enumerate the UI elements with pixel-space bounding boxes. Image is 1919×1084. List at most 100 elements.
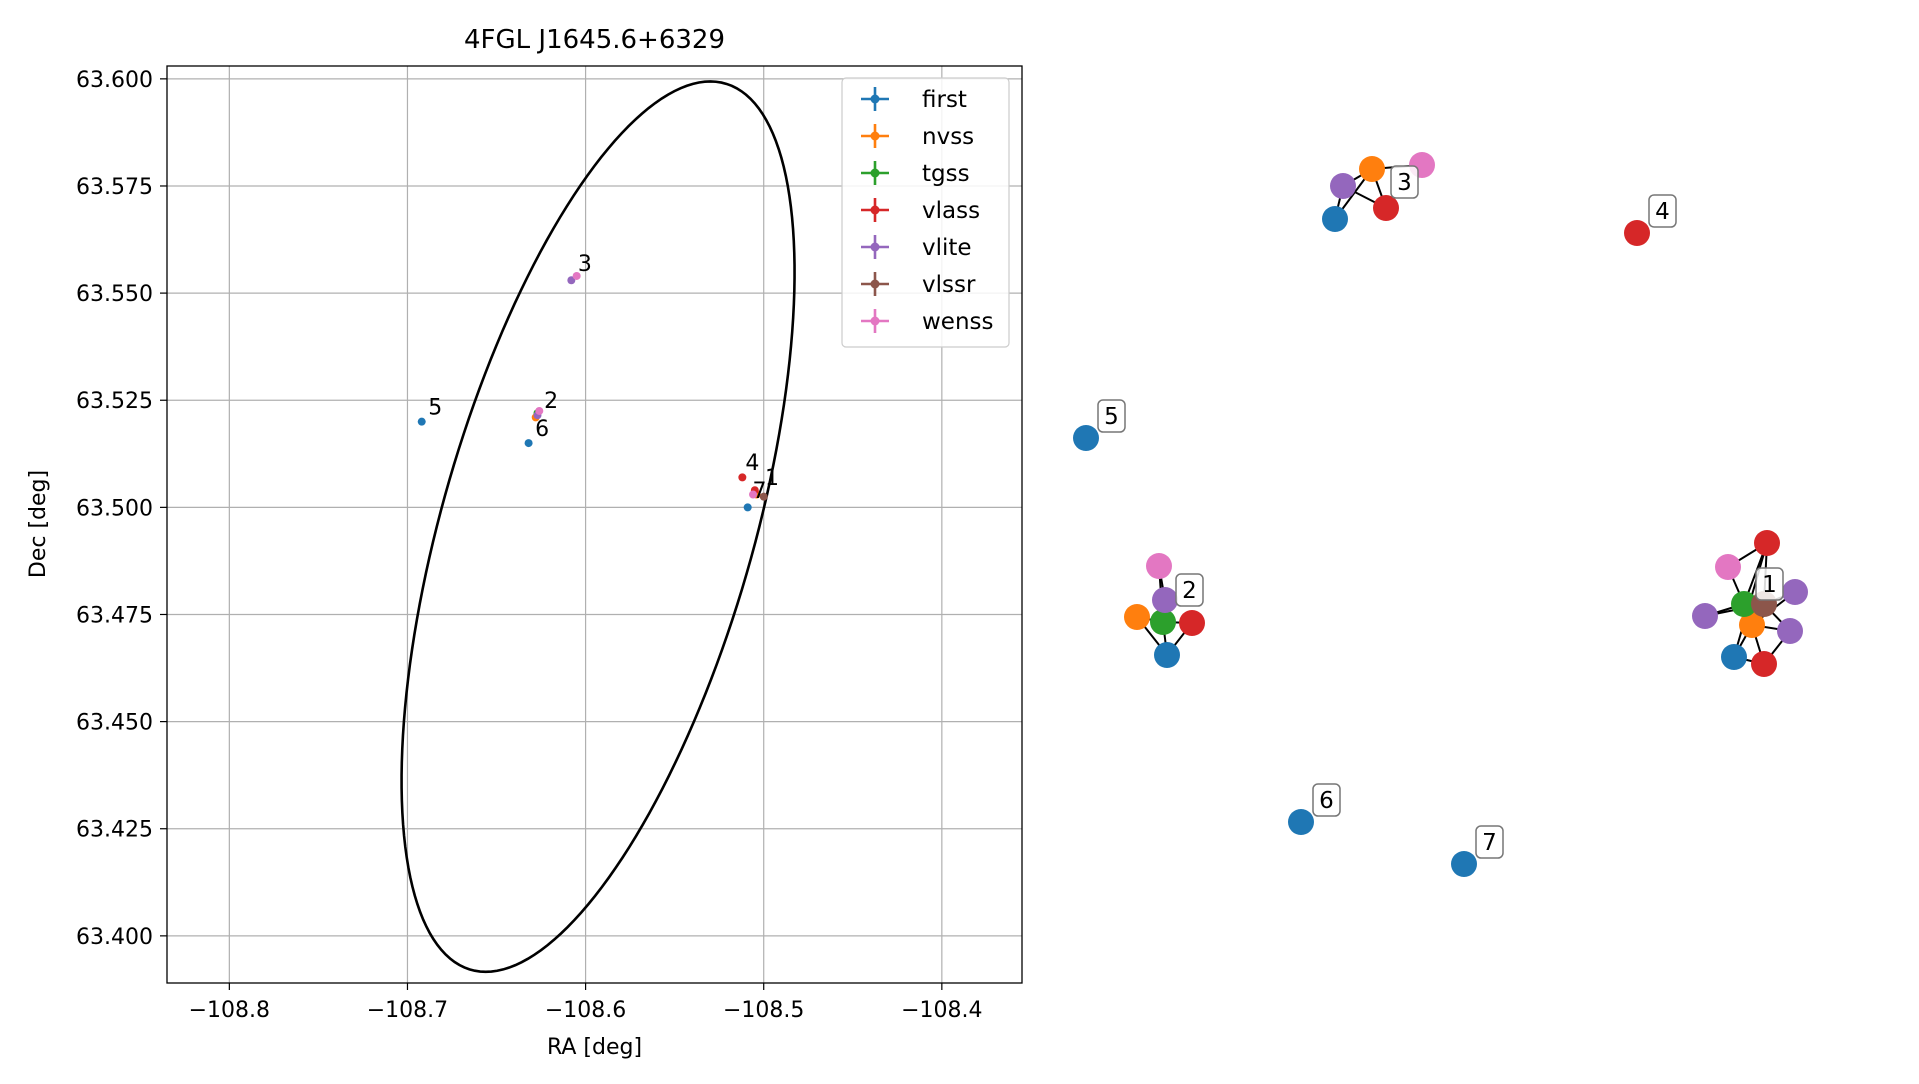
- network-cluster-6: 6: [1288, 783, 1341, 835]
- legend-label-tgss: tgss: [922, 161, 970, 187]
- point-annotation-4: 4: [745, 451, 759, 476]
- legend-marker-dot-tgss: [870, 168, 880, 178]
- y-axis-label: Dec [deg]: [26, 470, 51, 578]
- network-label-7: 7: [1482, 830, 1497, 856]
- annotation-layer: 1 2 3 4 5 6 7: [428, 252, 779, 504]
- network-cluster-5: 5: [1073, 399, 1126, 451]
- y-tick-label: 63.425: [76, 818, 153, 843]
- network-node-vlass: [1754, 530, 1780, 556]
- point-first: [743, 503, 752, 512]
- network-label-box: [1312, 783, 1341, 817]
- network-node-vlass: [1624, 220, 1650, 246]
- y-tick-label: 63.450: [76, 711, 153, 736]
- network-node-vlass: [1179, 610, 1205, 636]
- legend-label-vlite: vlite: [922, 235, 972, 261]
- error-ellipse-layer: [400, 80, 796, 974]
- network-graph: 1 2 3 4 5 6 7: [1073, 152, 1808, 877]
- network-label-box: [1475, 825, 1504, 859]
- legend-marker-dot-vlite: [870, 242, 880, 252]
- point-annotation-7: 7: [752, 479, 766, 504]
- network-label-2: 2: [1182, 578, 1197, 604]
- y-tick-label: 63.400: [76, 925, 153, 950]
- x-tick-label: −108.5: [723, 998, 804, 1023]
- network-node-vlass: [1751, 651, 1777, 677]
- legend-marker-dot-first: [870, 94, 880, 104]
- network-node-tgss: [1731, 591, 1757, 617]
- y-tick-label: 63.525: [76, 389, 153, 414]
- legend-marker-dot-nvss: [870, 131, 880, 141]
- network-label-box: [1648, 194, 1677, 228]
- point-wenss: [535, 406, 544, 415]
- legend: first nvss tgss vlass vlite vlssr wenss: [841, 77, 1010, 348]
- x-tick-label: −108.8: [189, 998, 270, 1023]
- point-wenss: [749, 490, 758, 499]
- network-label-box: [1097, 399, 1126, 433]
- x-axis-label: RA [deg]: [547, 1035, 642, 1060]
- point-vlssr: [759, 492, 768, 501]
- y-tick-label: 63.500: [76, 496, 153, 521]
- network-node-vlite: [1330, 173, 1356, 199]
- network-node-nvss: [1739, 612, 1765, 638]
- network-cluster-1: 1: [1692, 530, 1808, 677]
- point-annotation-6: 6: [535, 417, 549, 442]
- legend-label-first: first: [922, 87, 967, 113]
- error-ellipse: [400, 80, 796, 974]
- network-label-6: 6: [1319, 788, 1334, 814]
- network-node-nvss: [1359, 156, 1385, 182]
- network-node-tgss: [1150, 609, 1176, 635]
- point-first: [417, 417, 426, 426]
- y-tick-label: 63.575: [76, 175, 153, 200]
- network-node-wenss: [1146, 553, 1172, 579]
- y-tick-label: 63.600: [76, 68, 153, 93]
- network-node-first: [1073, 425, 1099, 451]
- network-label-3: 3: [1397, 170, 1412, 196]
- network-cluster-3: 3: [1322, 152, 1435, 232]
- network-label-4: 4: [1655, 199, 1670, 225]
- network-label-box: [1390, 165, 1419, 199]
- x-tick-label: −108.6: [545, 998, 626, 1023]
- network-node-vlass: [1373, 195, 1399, 221]
- network-node-vlite: [1692, 603, 1718, 629]
- legend-label-wenss: wenss: [922, 309, 994, 335]
- network-label-5: 5: [1104, 404, 1119, 430]
- point-wenss: [572, 271, 581, 280]
- x-tick-label: −108.7: [367, 998, 448, 1023]
- network-node-first: [1154, 642, 1180, 668]
- point-vlite: [567, 276, 576, 285]
- point-first: [524, 439, 533, 448]
- legend-marker-dot-vlssr: [870, 279, 880, 289]
- point-annotation-1: 1: [765, 466, 779, 491]
- legend-label-vlssr: vlssr: [922, 272, 976, 298]
- network-node-first: [1451, 851, 1477, 877]
- network-label-box: [1175, 573, 1204, 607]
- network-node-first: [1721, 644, 1747, 670]
- point-vlass: [738, 473, 747, 482]
- network-cluster-7: 7: [1451, 825, 1504, 877]
- legend-label-vlass: vlass: [922, 198, 980, 224]
- legend-label-nvss: nvss: [922, 124, 974, 150]
- network-cluster-4: 4: [1624, 194, 1677, 246]
- axes-frame: [166, 65, 1023, 984]
- network-label-1: 1: [1762, 572, 1777, 598]
- points-layer: [417, 271, 768, 512]
- legend-marker-dot-wenss: [870, 316, 880, 326]
- y-tick-label: 63.550: [76, 282, 153, 307]
- network-node-vlite: [1782, 579, 1808, 605]
- network-node-nvss: [1124, 604, 1150, 630]
- network-node-vlite: [1152, 587, 1178, 613]
- legend-box: [841, 77, 1010, 348]
- network-node-first: [1288, 809, 1314, 835]
- x-tick-label: −108.4: [901, 998, 982, 1023]
- network-cluster-2: 2: [1124, 553, 1205, 668]
- network-label-box: [1755, 567, 1784, 601]
- chart-title: 4FGL J1645.6+6329: [464, 25, 725, 55]
- point-annotation-2: 2: [544, 389, 558, 414]
- point-annotation-3: 3: [578, 252, 592, 277]
- network-node-vlite: [1777, 618, 1803, 644]
- network-node-wenss: [1715, 554, 1741, 580]
- point-annotation-5: 5: [428, 395, 442, 420]
- ticks-layer: −108.8 −108.7 −108.6 −108.5 −108.4 63.400 63.4…: [76, 68, 983, 1023]
- legend-marker-dot-vlass: [870, 205, 880, 215]
